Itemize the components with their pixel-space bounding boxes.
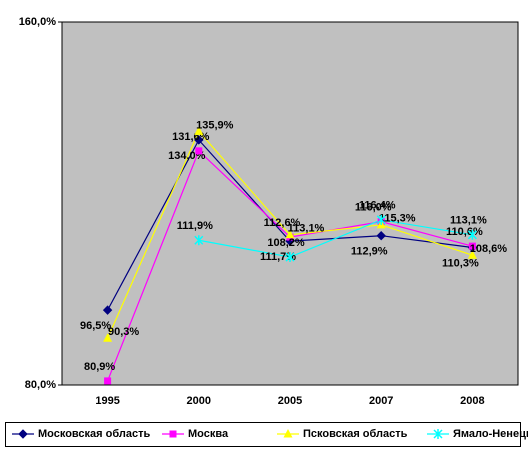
marker	[285, 229, 295, 239]
marker	[467, 229, 477, 240]
x-tick-label: 2005	[278, 395, 302, 407]
marker	[104, 377, 112, 385]
data-label: 116,4%	[359, 200, 396, 212]
marker	[194, 235, 204, 246]
legend-label: Москва	[188, 428, 229, 440]
marker	[194, 126, 204, 135]
legend-label: Ямало-Ненецкий АО	[453, 428, 528, 440]
legend-label: Псковская область	[303, 428, 408, 440]
x-tick-label: 2008	[460, 395, 484, 407]
data-label: 110,3%	[442, 257, 479, 269]
x-tick-label: 2007	[369, 395, 393, 407]
marker	[103, 333, 113, 342]
marker	[195, 147, 203, 155]
data-label: 112,6%	[264, 217, 301, 229]
y-tick-label: 160,0%	[19, 16, 57, 28]
data-label: 116,0%	[355, 202, 392, 214]
x-tick-label: 2000	[187, 395, 211, 407]
data-label: 135,9%	[196, 119, 234, 131]
x-tick-label: 1995	[95, 395, 119, 407]
data-label: 80,9%	[84, 361, 115, 373]
marker	[285, 252, 295, 263]
legend-label: Московская область	[38, 428, 150, 440]
marker	[18, 429, 28, 439]
data-label: 113,1%	[450, 215, 487, 227]
marker	[102, 305, 113, 315]
data-label: 111,9%	[177, 220, 213, 232]
marker	[283, 429, 293, 438]
data-label: 112,9%	[351, 246, 388, 258]
marker	[468, 242, 476, 250]
y-tick-label: 80,0%	[25, 379, 56, 391]
marker	[194, 135, 204, 145]
data-label: 110,6%	[446, 226, 483, 238]
marker	[467, 250, 477, 259]
data-label: 115,3%	[379, 213, 416, 225]
data-label: 108,2%	[267, 237, 305, 249]
data-label: 90,3%	[108, 326, 139, 338]
marker	[433, 429, 443, 439]
data-label: 113,1%	[288, 223, 325, 235]
marker	[376, 214, 386, 225]
marker	[376, 231, 386, 241]
data-label: 131,6%	[172, 131, 210, 143]
marker	[169, 430, 177, 438]
data-label: 108,6%	[470, 243, 508, 255]
series-line	[198, 219, 473, 258]
plot-area	[61, 21, 519, 386]
data-label: 96,5%	[80, 320, 111, 332]
